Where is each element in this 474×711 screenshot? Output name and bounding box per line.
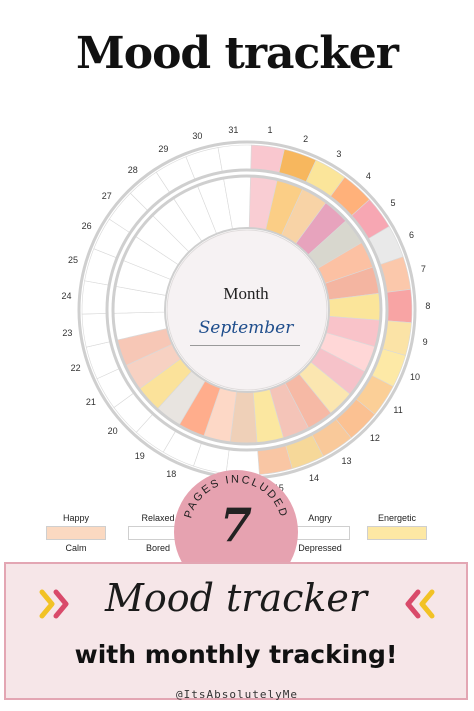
outer-cell-day-8 [385,288,413,323]
day-label: 8 [425,300,431,311]
banner-title: Mood tracker [104,576,368,620]
day-label: 12 [369,433,380,444]
day-label: 10 [410,372,421,383]
legend-energetic-label: Energetic [377,513,417,523]
day-label: 20 [107,426,118,437]
day-label: 30 [192,130,203,141]
credit-handle: @ItsAbsolutelyMe [176,688,298,701]
outer-cell-day-24 [81,280,110,315]
day-label: 9 [422,337,428,348]
banner-subtitle: with monthly tracking! [74,640,398,669]
day-label: 5 [390,197,396,208]
center-underline [190,345,300,346]
day-label: 23 [62,327,73,338]
day-label: 29 [158,144,169,155]
legend-energetic-swatch [367,526,427,540]
legend-happy: Happy Calm [46,512,106,554]
legend-energetic: Energetic [367,512,427,554]
page-title: Mood tracker [76,28,399,79]
day-label: 13 [341,456,352,467]
day-label: 3 [336,149,342,160]
day-label: 27 [101,190,112,201]
promo-banner: Mood tracker with monthly tracking! [4,562,468,700]
legend-angry-label: Angry [308,513,332,523]
badge-arc: PAGES INCLUDED [182,474,287,520]
legend-happy-swatch [46,526,106,540]
day-label: 31 [228,124,239,135]
center-month-value: September [198,318,294,338]
legend-depressed-label: Depressed [298,543,342,553]
badge-number: 7 [219,498,252,552]
chevron-left-icon [405,589,435,619]
legend-happy-label: Happy [62,513,89,523]
day-label: 24 [61,291,72,302]
day-label: 28 [127,164,138,175]
ring-separator-2 [111,174,383,446]
center-month-label: Month [223,284,269,303]
day-label: 6 [409,229,415,240]
legend-empty-label [367,542,427,554]
ring-separator-1 [105,168,389,452]
center-disc [166,229,328,391]
legend-relaxed-label: Relaxed [141,513,175,523]
day-label: 11 [393,404,403,415]
day-label: 14 [308,473,319,484]
legend-angry-swatch [290,526,350,540]
day-label: 1 [267,125,273,136]
legend-angry: Angry Depressed [290,512,350,554]
day-label: 22 [70,363,81,374]
day-label: 7 [420,264,426,275]
day-label: 19 [134,450,145,461]
legend-bored-label: Bored [145,543,171,553]
day-label: 21 [85,396,96,407]
day-label: 26 [81,221,92,232]
day-label: 25 [68,255,79,266]
chevron-right-icon [39,589,69,619]
legend-calm-label: Calm [65,543,87,553]
day-label: 2 [303,133,309,144]
ring-separator-3 [164,227,330,393]
day-label: 4 [365,170,371,181]
outer-cell-day-31 [217,144,252,173]
day-label: 18 [166,469,177,480]
